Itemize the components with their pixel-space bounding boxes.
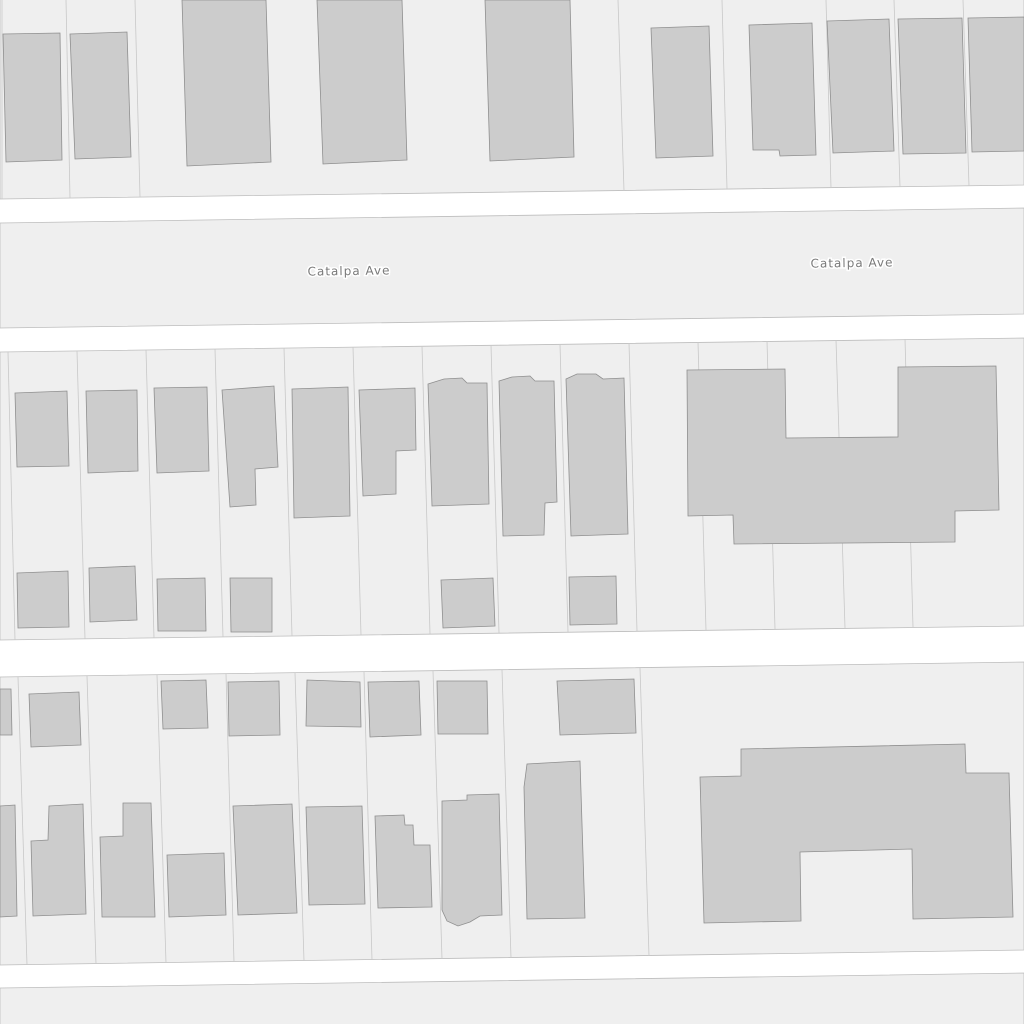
lot-line xyxy=(721,0,728,190)
building xyxy=(166,852,227,918)
building xyxy=(16,570,70,629)
building xyxy=(99,802,156,918)
building xyxy=(556,678,637,736)
lot-line xyxy=(225,673,235,963)
building xyxy=(427,377,490,507)
lot-line xyxy=(134,0,141,198)
building xyxy=(568,575,618,626)
buildings xyxy=(0,0,1024,927)
lot-line xyxy=(7,351,16,641)
building xyxy=(967,16,1024,153)
building xyxy=(232,803,298,916)
street-label-catalpa-ave: Catalpa Ave xyxy=(307,263,390,278)
building xyxy=(88,565,138,623)
building xyxy=(85,389,139,474)
lot-line xyxy=(501,669,512,959)
lot-line xyxy=(490,344,500,634)
lot-line xyxy=(363,671,373,961)
building xyxy=(440,577,496,629)
building xyxy=(436,680,489,735)
lot-line xyxy=(283,347,293,637)
lot-line xyxy=(962,0,970,187)
lot-line xyxy=(421,345,431,635)
building xyxy=(181,0,272,167)
building xyxy=(229,577,273,633)
lot-line xyxy=(559,343,569,633)
building xyxy=(441,793,503,927)
building xyxy=(221,385,279,508)
building xyxy=(650,25,714,159)
lot-line xyxy=(156,674,167,964)
lot-line xyxy=(825,0,832,189)
lot-line xyxy=(76,350,86,640)
building xyxy=(28,691,82,748)
building xyxy=(523,760,586,920)
building xyxy=(367,680,422,738)
building xyxy=(227,680,281,737)
lot-line xyxy=(352,346,362,636)
building xyxy=(291,386,351,519)
building xyxy=(30,803,87,917)
building xyxy=(374,814,433,909)
building xyxy=(826,18,895,154)
lot-line xyxy=(86,675,97,965)
building xyxy=(699,743,1014,924)
lot-line xyxy=(294,672,305,962)
building xyxy=(2,32,63,163)
building xyxy=(897,17,967,155)
building xyxy=(565,373,629,537)
building xyxy=(484,0,575,162)
building xyxy=(0,804,18,918)
building xyxy=(69,31,132,160)
lot-line xyxy=(214,348,224,638)
building xyxy=(358,387,417,497)
lot-line xyxy=(17,676,28,966)
lot-line xyxy=(639,667,650,957)
building xyxy=(156,577,207,632)
building xyxy=(686,365,1000,545)
building xyxy=(305,679,362,728)
lot-line xyxy=(432,670,443,960)
building xyxy=(153,386,210,474)
street-label-catalpa-ave: Catalpa Ave xyxy=(810,255,893,270)
lot-line xyxy=(628,342,638,632)
building xyxy=(305,805,366,906)
building xyxy=(0,688,13,736)
lot-line xyxy=(65,0,71,199)
lot-line xyxy=(893,0,901,188)
building xyxy=(498,375,558,537)
lot-line xyxy=(145,349,155,639)
lot-line xyxy=(617,0,625,192)
building xyxy=(316,0,408,165)
building xyxy=(160,679,209,730)
building xyxy=(748,22,817,157)
building xyxy=(14,390,70,468)
city-block xyxy=(0,972,1024,1024)
city-block xyxy=(0,207,1024,329)
